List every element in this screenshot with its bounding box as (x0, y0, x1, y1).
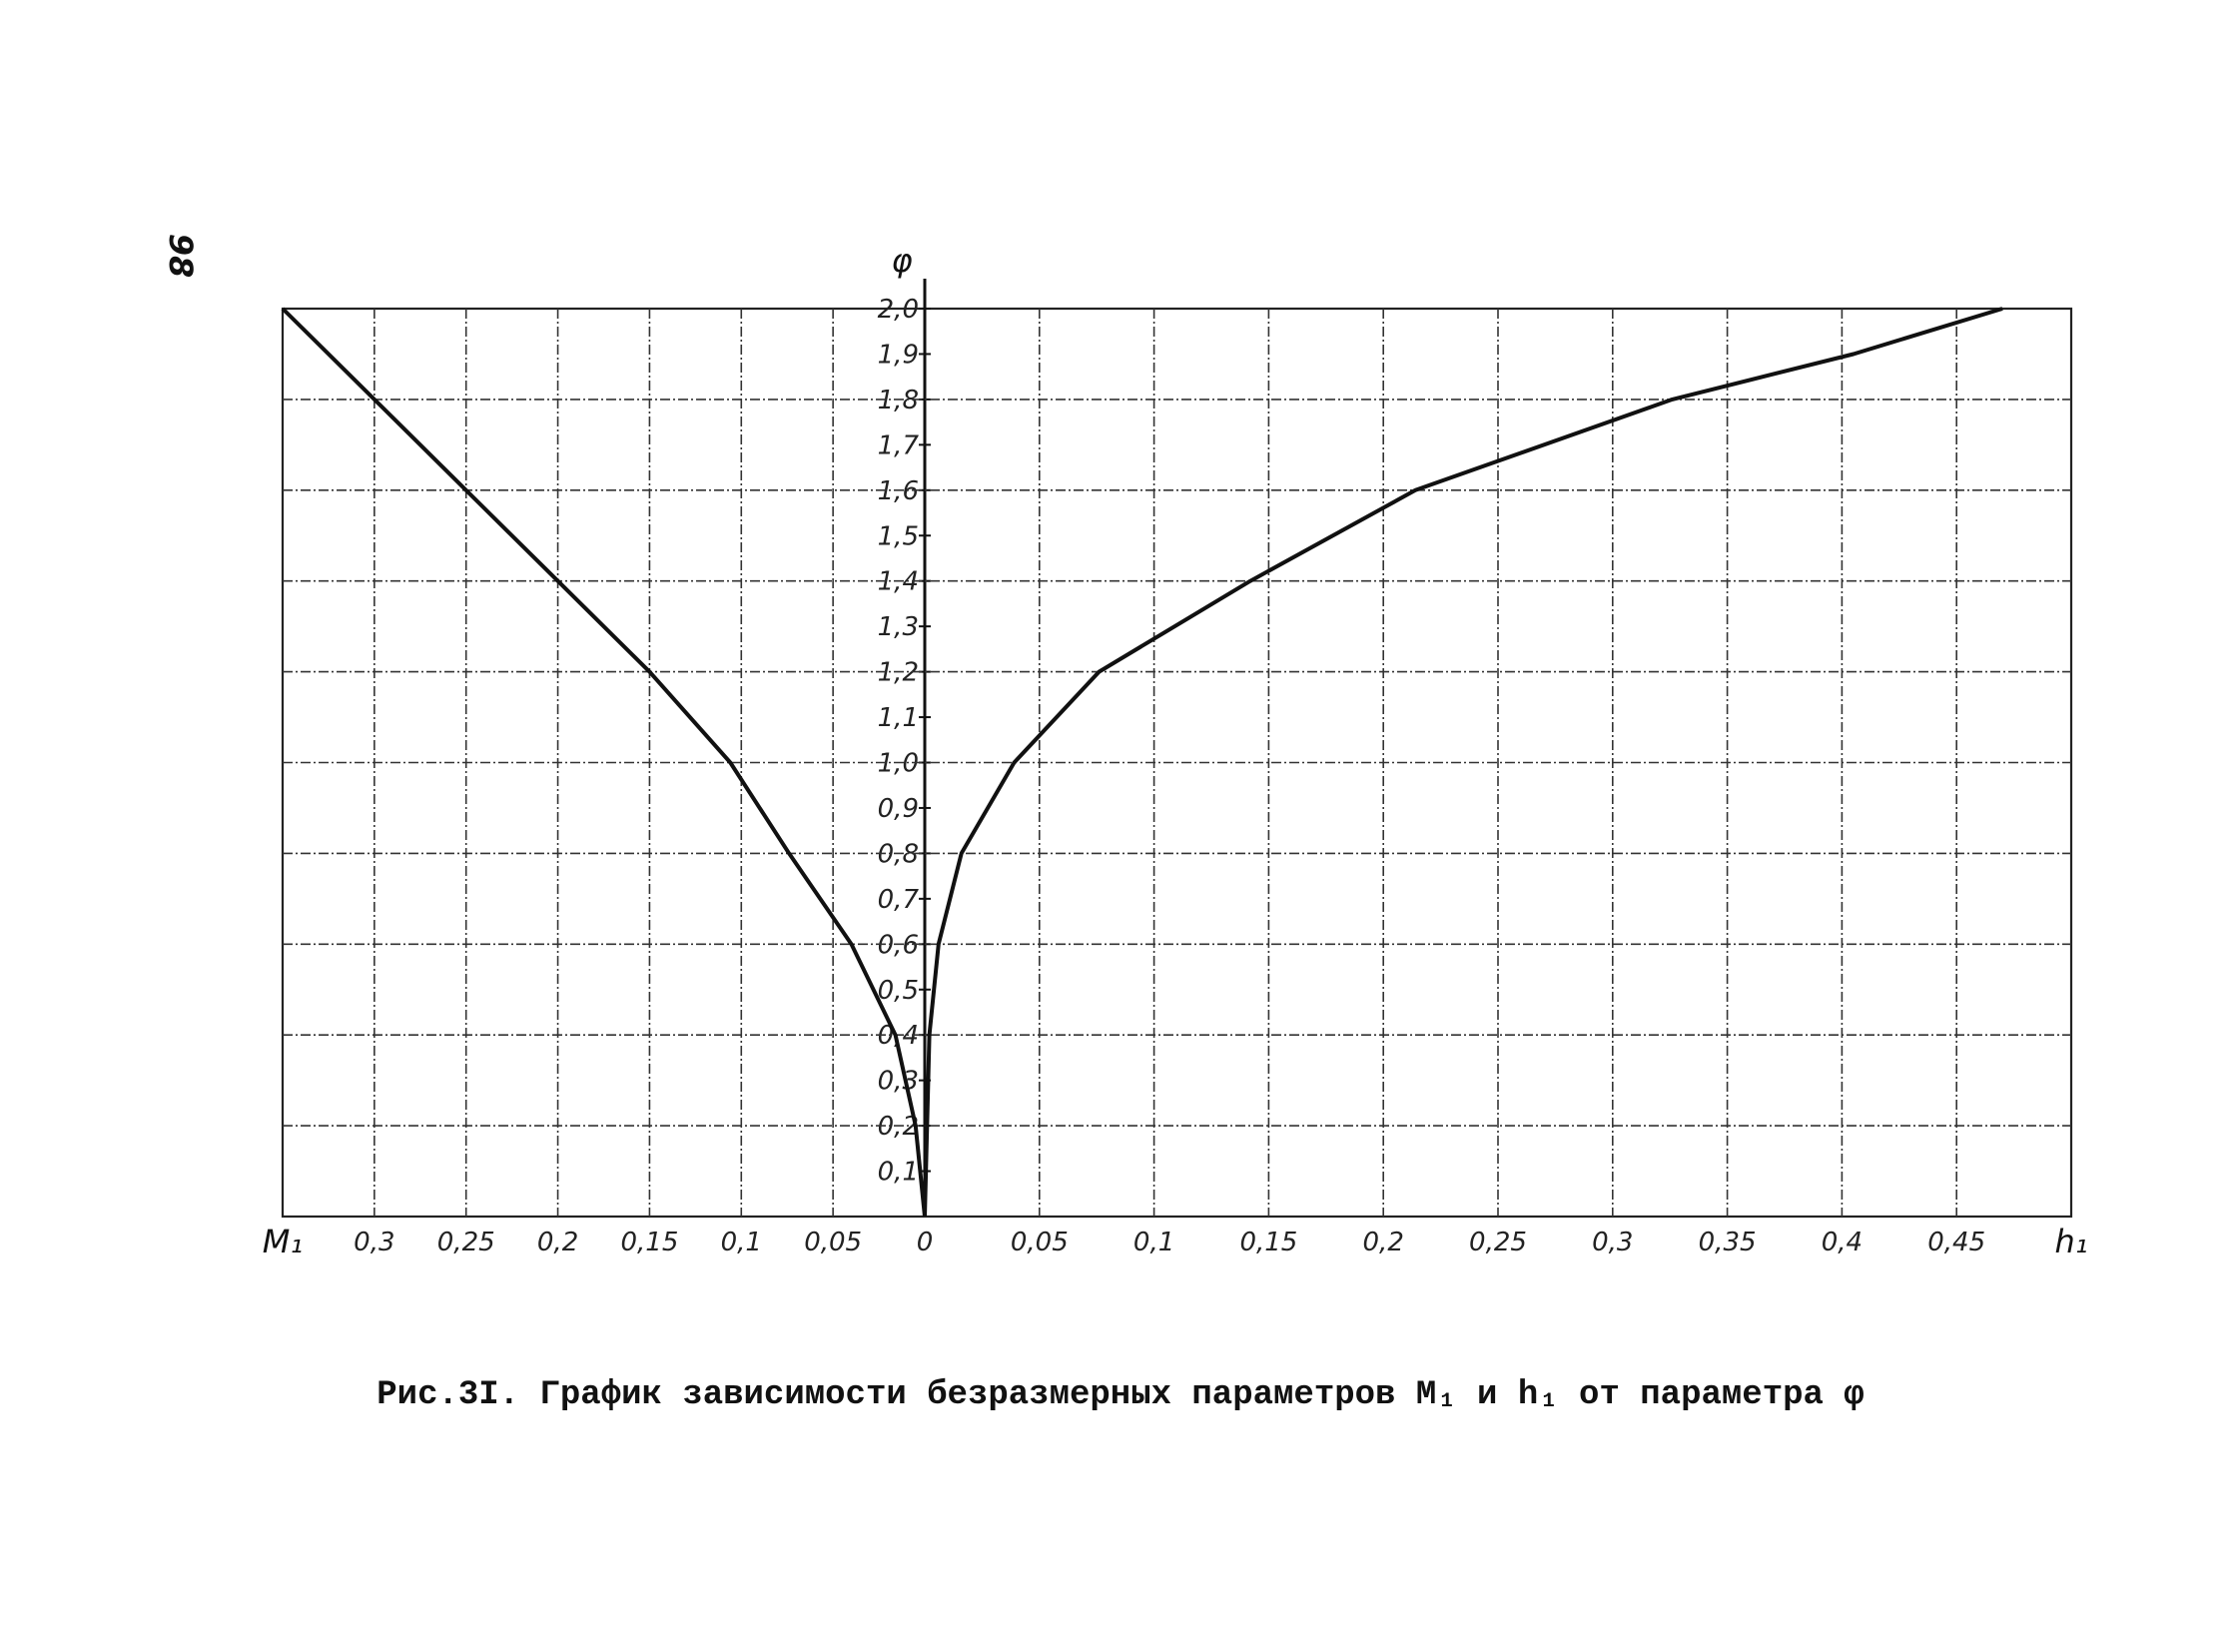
curve (281, 307, 927, 1218)
y-tick-label: 1,0 (878, 749, 919, 779)
y-tick-label: 0,5 (878, 976, 919, 1006)
y-tick-label: 1,6 (878, 476, 919, 506)
x-tick-label: 0,3 (354, 1228, 394, 1257)
y-tick-label: 1,1 (878, 703, 919, 733)
y-tick-label: 1,8 (878, 386, 919, 415)
y-tick-label: 0,1 (878, 1158, 919, 1188)
x-tick-label: 0,15 (620, 1228, 678, 1257)
caption: Рис.3I. График зависимости безразмерных … (376, 1376, 1864, 1414)
x-tick-label: 0,3 (1592, 1228, 1633, 1257)
y-tick-label: 1,2 (878, 658, 919, 688)
axis-end-label: M₁ (263, 1223, 303, 1260)
y-tick-label: 0,6 (878, 930, 919, 960)
y-tick-label: 0,7 (878, 885, 920, 915)
y-tick-label: 1,4 (878, 567, 919, 597)
y-tick-label: 0,9 (878, 794, 919, 824)
x-tick-label: 0,25 (1469, 1228, 1527, 1257)
x-tick-label: 0,2 (1363, 1228, 1404, 1257)
curve (923, 307, 2003, 1218)
x-tick-label: 0,05 (804, 1228, 862, 1257)
y-tick-label: 0,3 (878, 1067, 919, 1097)
x-tick-label: 0,25 (437, 1228, 495, 1257)
x-tick-label: 0,45 (1927, 1228, 1985, 1257)
y-tick-label: 1,5 (878, 521, 919, 551)
x-tick-label: 0,4 (1822, 1228, 1863, 1257)
y-tick-label: 1,7 (878, 430, 920, 460)
y-tick-label: 1,3 (878, 612, 919, 642)
x-tick-label: 0,1 (721, 1228, 762, 1257)
x-tick-label: 0,35 (1699, 1228, 1757, 1257)
x-tick-label: 0,2 (537, 1228, 578, 1257)
axis-end-label: h₁ (2054, 1223, 2087, 1260)
x-tick-label: 0 (917, 1228, 934, 1257)
page-number: 98 (162, 234, 200, 279)
y-tick-label: 1,9 (878, 340, 919, 370)
y-axis-label: φ (891, 242, 912, 280)
x-tick-label: 0,15 (1239, 1228, 1297, 1257)
y-tick-label: 0,8 (878, 839, 919, 869)
x-tick-label: 0,05 (1011, 1228, 1069, 1257)
y-tick-label: 2,0 (878, 295, 919, 325)
x-tick-label: 0,1 (1133, 1228, 1174, 1257)
